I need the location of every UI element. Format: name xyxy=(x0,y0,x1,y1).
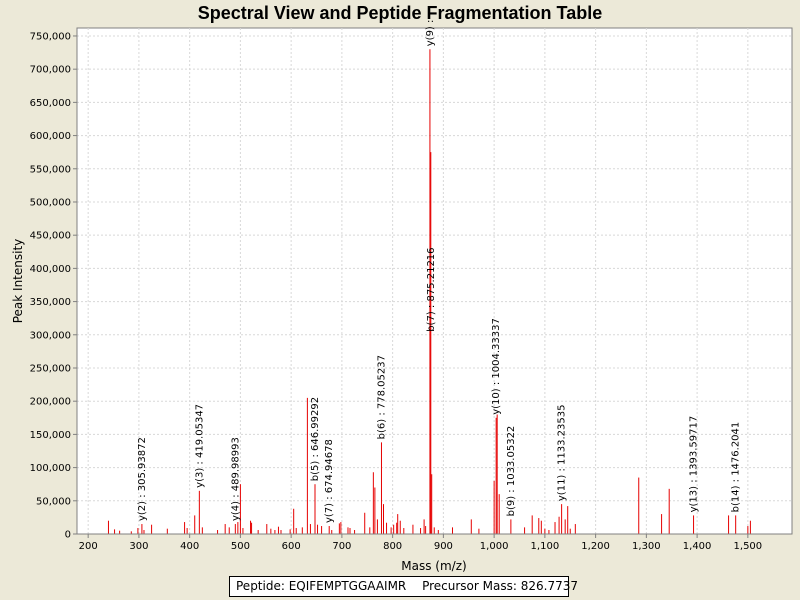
x-tick-label: 800 xyxy=(383,541,402,552)
y-axis-title: Peak Intensity xyxy=(11,239,25,324)
plot-area xyxy=(76,27,793,535)
peptide-info-box: Peptide: EQIFEMPTGGAAIMR Precursor Mass:… xyxy=(229,576,578,597)
x-tick-label: 1,100 xyxy=(531,541,560,552)
peptide-label: Peptide: EQIFEMPTGGAAIMR xyxy=(236,579,407,593)
peak-annotation: y(9) : xyxy=(425,20,436,47)
y-tick-label: 450,000 xyxy=(30,231,71,242)
peak-annotation: y(11) : 1133.23535 xyxy=(557,404,568,501)
y-tick-label: 0 xyxy=(65,530,71,541)
y-tick-label: 300,000 xyxy=(30,330,71,341)
y-tick-label: 50,000 xyxy=(36,496,71,507)
chart-title: Spectral View and Peptide Fragmentation … xyxy=(197,3,603,23)
x-tick-label: 1,400 xyxy=(683,541,712,552)
x-tick-label: 1,200 xyxy=(581,541,610,552)
peak-annotation: b(5) : 646.99292 xyxy=(310,397,321,481)
peak-annotations: y(2) : 305.93872 y(3) : 419.05347 y(4) : 4… xyxy=(137,20,742,523)
y-tick-label: 100,000 xyxy=(30,463,71,474)
peak-annotation: b(14) : 1476.2041 xyxy=(731,422,742,513)
y-tick-label: 750,000 xyxy=(30,31,71,42)
peak-annotation: b(9) : 1033.05322 xyxy=(506,426,517,517)
precursor-mass-label: Precursor Mass: 826.7737 xyxy=(422,579,578,593)
peak-annotation: y(2) : 305.93872 xyxy=(137,437,148,521)
axes: 200 300 400 500 600 700 800 900 1,000 1,100 1,200 1… xyxy=(30,28,792,552)
x-tick-label: 1,000 xyxy=(480,541,509,552)
peak-annotation: y(4) : 489.98993 xyxy=(230,437,241,521)
x-tick-label: 1,500 xyxy=(734,541,763,552)
x-tick-label: 500 xyxy=(231,541,250,552)
y-tick-label: 700,000 xyxy=(30,65,71,76)
x-tick-label: 1,300 xyxy=(632,541,661,552)
x-tick-label: 600 xyxy=(282,541,301,552)
peak-annotation: y(7) : 674.94678 xyxy=(324,439,335,523)
peak-annotation: b(7) : 875.21216 xyxy=(426,247,437,331)
peak-annotation: y(13) : 1393.59717 xyxy=(689,416,700,513)
x-tick-label: 900 xyxy=(434,541,453,552)
peak-annotation: b(6) : 778.05237 xyxy=(376,355,387,439)
y-tick-label: 200,000 xyxy=(30,397,71,408)
x-tick-label: 300 xyxy=(129,541,148,552)
y-tick-label: 550,000 xyxy=(30,164,71,175)
peaks xyxy=(107,49,751,534)
y-tick-label: 650,000 xyxy=(30,98,71,109)
y-tick-label: 350,000 xyxy=(30,297,71,308)
y-tick-label: 500,000 xyxy=(30,197,71,208)
x-tick-label: 200 xyxy=(79,541,98,552)
x-tick-label: 700 xyxy=(332,541,351,552)
grid-lines xyxy=(77,28,792,534)
peak-annotation: y(3) : 419.05347 xyxy=(194,404,205,488)
peak-annotation: y(10) : 1004.33337 xyxy=(491,318,502,415)
x-axis-title: Mass (m/z) xyxy=(401,559,466,573)
x-tick-label: 400 xyxy=(180,541,199,552)
y-tick-label: 400,000 xyxy=(30,264,71,275)
y-tick-label: 600,000 xyxy=(30,131,71,142)
y-tick-label: 250,000 xyxy=(30,363,71,374)
y-tick-label: 150,000 xyxy=(30,430,71,441)
